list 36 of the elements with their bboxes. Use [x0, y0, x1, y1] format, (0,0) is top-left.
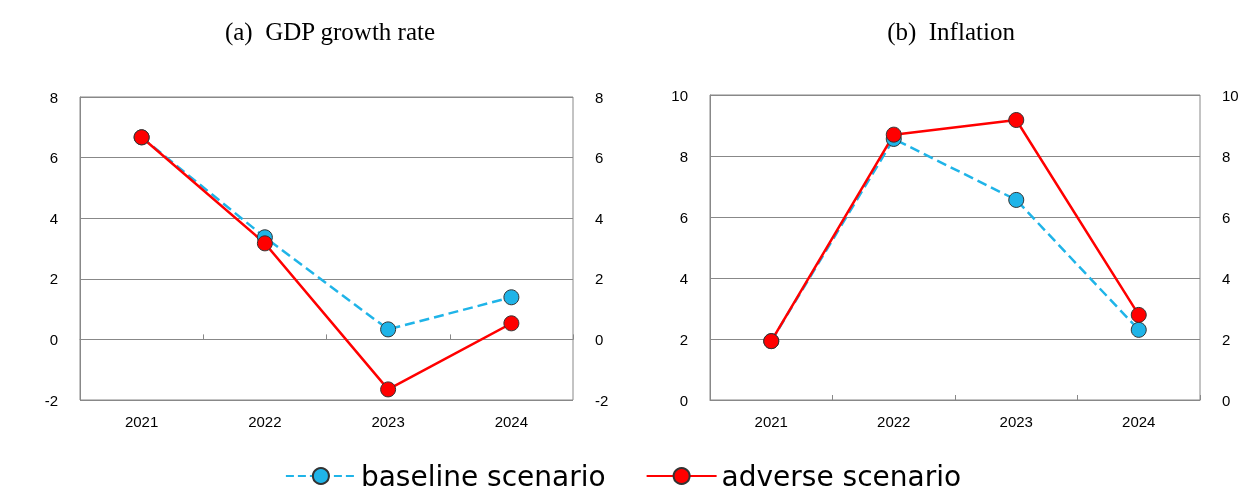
y2-tick-label: 2: [595, 270, 604, 288]
y-tick-label: 2: [49, 270, 58, 288]
y-tick-label: 8: [49, 88, 58, 106]
x-tick-label: 2023: [371, 413, 405, 430]
y2-tick-label: 10: [1222, 86, 1239, 104]
y2-tick-label: 8: [1222, 147, 1231, 165]
y2-tick-label: 8: [595, 88, 604, 106]
y-tick-label: 6: [49, 149, 58, 167]
x-tick-label: 2022: [248, 413, 282, 430]
y-tick-label: -2: [44, 391, 58, 409]
legend-label: baseline scenario: [360, 459, 606, 493]
x-tick-label: 2021: [124, 413, 159, 430]
y-tick-label: 0: [49, 330, 58, 348]
x-tick-label: 2024: [1122, 413, 1156, 430]
chart-title: (a) GDP growth rate: [224, 18, 436, 46]
y-tick-label: 4: [49, 209, 58, 227]
y2-tick-label: 6: [595, 149, 604, 167]
y2-tick-label: 0: [1222, 391, 1231, 409]
y-tick-label: 6: [679, 208, 688, 226]
y2-tick-label: 2: [1222, 330, 1231, 348]
y-tick-label: 2: [679, 330, 688, 348]
y2-tick-label: 4: [595, 209, 604, 227]
y2-tick-label: -2: [595, 391, 609, 409]
chart-title: (b) Inflation: [887, 18, 1016, 46]
y-tick-label: 10: [671, 86, 688, 104]
y-tick-label: 0: [679, 391, 688, 409]
y-tick-label: 8: [679, 147, 688, 165]
legend-label: adverse scenario: [721, 459, 962, 493]
y2-tick-label: 0: [595, 330, 604, 348]
x-tick-label: 2024: [494, 413, 529, 430]
x-tick-label: 2021: [754, 413, 788, 430]
x-tick-label: 2022: [877, 413, 911, 430]
y-tick-label: 4: [679, 269, 688, 287]
x-tick-label: 2023: [999, 413, 1033, 430]
y2-tick-label: 6: [1222, 208, 1231, 226]
y2-tick-label: 4: [1222, 269, 1231, 287]
